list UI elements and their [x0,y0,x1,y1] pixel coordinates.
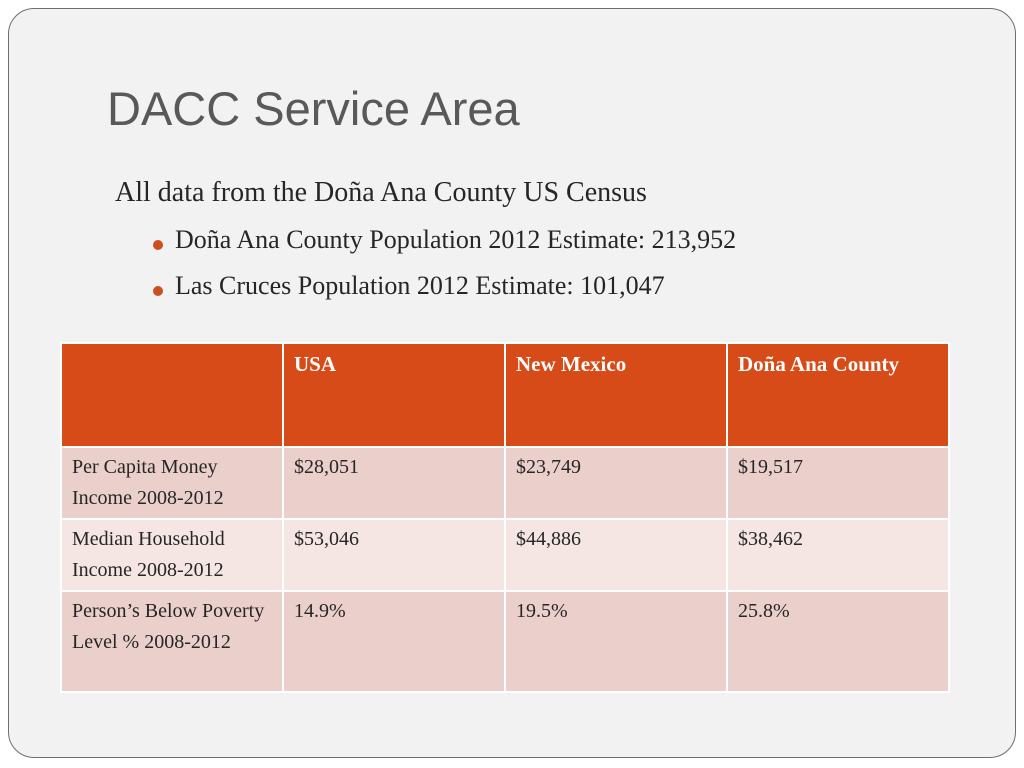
header-empty [60,342,284,448]
cell-usa: 14.9% [282,590,506,693]
cell-usa: $53,046 [282,518,506,592]
row-label: Median Household Income 2008-2012 [60,518,284,592]
cell-dona-ana: 25.8% [726,590,950,693]
income-table: USA New Mexico Doña Ana County Per Capit… [60,342,950,693]
bullet-text: Doña Ana County Population 2012 Estimate… [175,225,737,254]
table-row: Per Capita Money Income 2008-2012 $28,05… [60,446,950,520]
header-new-mexico: New Mexico [504,342,728,448]
cell-new-mexico: $44,886 [504,518,728,592]
header-dona-ana-county: Doña Ana County [726,342,950,448]
cell-dona-ana: $38,462 [726,518,950,592]
bullet-dot-icon [153,286,163,296]
intro-text: All data from the Doña Ana County US Cen… [115,177,647,208]
slide-title: DACC Service Area [107,82,520,135]
cell-dona-ana: $19,517 [726,446,950,520]
table-row: Person’s Below Poverty Level % 2008-2012… [60,590,950,693]
bullet-item: Doña Ana County Population 2012 Estimate… [147,225,736,271]
table-header-row: USA New Mexico Doña Ana County [60,342,950,448]
bullet-list: Doña Ana County Population 2012 Estimate… [147,225,736,317]
bullet-item: Las Cruces Population 2012 Estimate: 101… [147,271,736,317]
bullet-text: Las Cruces Population 2012 Estimate: 101… [175,271,665,300]
bullet-dot-icon [153,240,163,250]
table-row: Median Household Income 2008-2012 $53,04… [60,518,950,592]
cell-new-mexico: 19.5% [504,590,728,693]
header-usa: USA [282,342,506,448]
cell-new-mexico: $23,749 [504,446,728,520]
row-label: Person’s Below Poverty Level % 2008-2012 [60,590,284,693]
cell-usa: $28,051 [282,446,506,520]
row-label: Per Capita Money Income 2008-2012 [60,446,284,520]
